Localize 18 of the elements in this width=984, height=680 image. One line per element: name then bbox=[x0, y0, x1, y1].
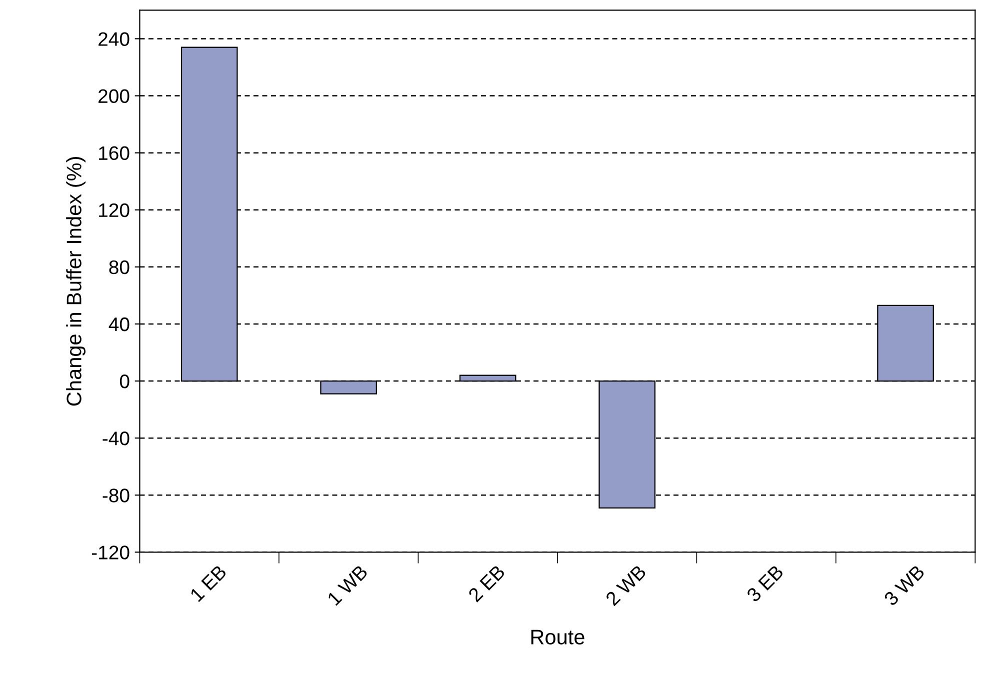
y-tick-label: 40 bbox=[108, 317, 130, 332]
y-tick-label: -80 bbox=[102, 488, 130, 502]
y-tick-label: 120 bbox=[99, 203, 130, 218]
y-tick-label: -120 bbox=[92, 546, 130, 560]
x-tick-label: 1 WB bbox=[326, 564, 368, 606]
x-tick-label: 2 EB bbox=[468, 564, 506, 602]
y-tick-label: 240 bbox=[98, 32, 130, 46]
x-axis-title: Route bbox=[531, 630, 584, 644]
y-tick-label: 160 bbox=[99, 146, 130, 160]
x-tick-label: 3 WB bbox=[883, 564, 926, 606]
y-tick-label: 200 bbox=[98, 89, 130, 104]
y-axis-title: Change in Buffer Index (%) bbox=[66, 157, 86, 406]
y-tick-label: -40 bbox=[102, 432, 130, 446]
x-tick-label: 2 WB bbox=[604, 564, 647, 606]
x-tick-label: 1 EB bbox=[190, 564, 228, 602]
y-tick-label: 80 bbox=[109, 260, 130, 274]
x-tick-label: 3 EB bbox=[746, 564, 784, 603]
y-tick-label: 0 bbox=[120, 374, 130, 388]
